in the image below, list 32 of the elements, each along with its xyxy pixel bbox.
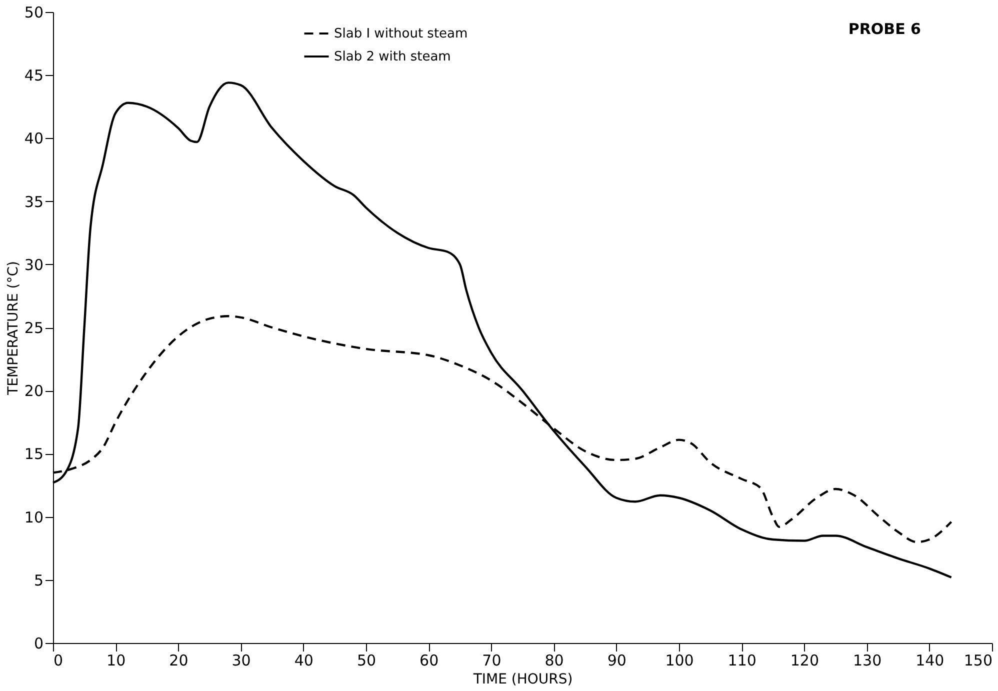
x-tick-label: 110 bbox=[728, 652, 756, 670]
x-tick-label: 70 bbox=[482, 652, 502, 670]
x-tick-label: 150 bbox=[964, 652, 992, 670]
y-tick-label: 40 bbox=[24, 130, 44, 148]
x-tick-label: 130 bbox=[852, 652, 882, 670]
y-tick-label: 5 bbox=[34, 571, 44, 590]
y-tick-label: 0 bbox=[34, 634, 44, 652]
x-tick-label: 100 bbox=[665, 652, 694, 670]
x-tick-label: 50 bbox=[356, 652, 376, 670]
x-tick-label: 10 bbox=[106, 652, 126, 670]
x-tick-label: 80 bbox=[544, 652, 564, 670]
legend-label: Slab I without steam bbox=[334, 26, 468, 42]
x-tick-label: 20 bbox=[169, 652, 188, 670]
legend-label: Slab 2 with steam bbox=[334, 50, 451, 64]
y-tick-label: 20 bbox=[24, 382, 44, 400]
annotation: PROBE 6 bbox=[848, 20, 921, 38]
x-tick-label: 40 bbox=[294, 652, 314, 670]
x-tick-label: 60 bbox=[420, 652, 439, 670]
y-tick-label: 15 bbox=[24, 445, 44, 464]
x-tick-label: 140 bbox=[916, 652, 944, 670]
x-tick-label: 120 bbox=[790, 652, 820, 670]
y-tick-label: 35 bbox=[24, 192, 44, 211]
y-tick-label: 45 bbox=[24, 66, 44, 85]
y-axis-title: TEMPERATURE (°C) bbox=[5, 261, 22, 396]
x-tick-label: 30 bbox=[232, 652, 251, 670]
x-tick-label: 0 bbox=[54, 652, 64, 670]
y-tick-label: 30 bbox=[24, 256, 44, 274]
y-tick-label: 25 bbox=[24, 319, 44, 337]
y-tick-label: 10 bbox=[24, 508, 44, 526]
x-axis-title: TIME (HOURS) bbox=[472, 672, 573, 688]
x-tick-label: 90 bbox=[607, 652, 626, 670]
y-tick-label: 50 bbox=[24, 4, 44, 22]
